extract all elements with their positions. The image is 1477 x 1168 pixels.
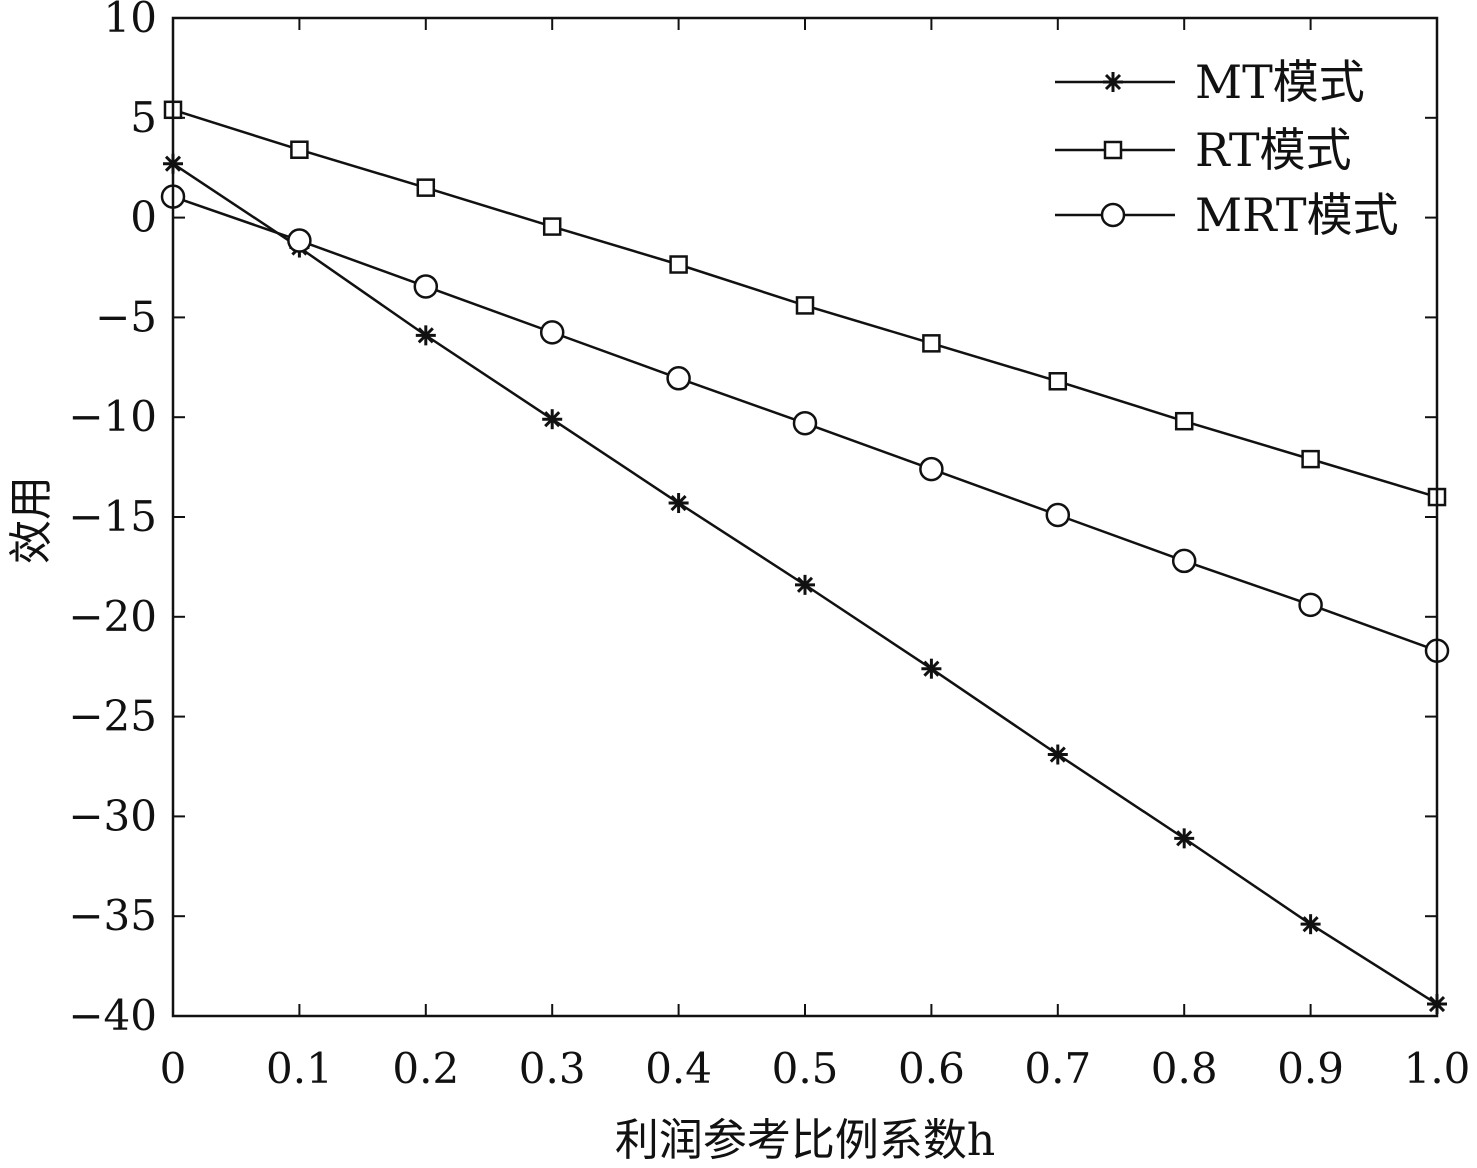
asterisk-stroke [670, 494, 687, 512]
data-point-square [542, 217, 562, 236]
asterisk-stroke [1049, 746, 1066, 763]
x-tick-label: 0.4 [645, 1044, 712, 1093]
asterisk-stroke [1302, 916, 1319, 933]
asterisk-stroke [544, 411, 561, 428]
data-point-circle [1171, 548, 1197, 574]
data-point-circle [1045, 502, 1071, 528]
y-tick-label: −40 [68, 991, 157, 1040]
data-point-asterisk [668, 493, 689, 514]
data-point-circle [919, 456, 944, 482]
legend-label: MRT模式 [1195, 188, 1399, 242]
y-tick-label: 5 [130, 93, 157, 142]
x-tick-label: 0.8 [1151, 1044, 1218, 1093]
data-point-asterisk [1300, 914, 1321, 935]
x-tick-label: 0.1 [266, 1044, 333, 1093]
data-point-circle [413, 274, 439, 299]
asterisk-stroke [1176, 830, 1193, 847]
data-point-circle [287, 228, 312, 253]
data-point-circle [539, 320, 565, 345]
asterisk-stroke [1104, 73, 1122, 91]
y-axis-label: 效用 [6, 476, 57, 564]
data-point-asterisk [1047, 744, 1068, 765]
y-tick-label: −15 [68, 492, 157, 541]
data-point-circle [666, 366, 691, 391]
data-point-square [1174, 411, 1194, 431]
data-point-square [416, 178, 436, 197]
y-tick-label: −10 [68, 392, 157, 441]
y-tick-label: 10 [104, 0, 157, 42]
y-tick-label: −5 [95, 292, 157, 341]
x-tick-label: 0.5 [772, 1044, 839, 1093]
data-point-circle [792, 410, 818, 436]
x-tick-label: 0.7 [1024, 1044, 1091, 1093]
x-axis-label: 利润参考比例系数h [615, 1115, 995, 1166]
y-tick-label: −25 [68, 692, 157, 741]
data-point-square [922, 334, 941, 353]
asterisk-stroke [417, 327, 434, 344]
y-tick-label: −35 [68, 891, 157, 940]
y-tick-label: −20 [68, 592, 157, 641]
asterisk-stroke [923, 660, 940, 677]
data-point-asterisk [795, 574, 815, 595]
data-point-asterisk [921, 658, 942, 679]
x-tick-label: 0.6 [898, 1044, 965, 1093]
legend-marker-circle [1100, 202, 1126, 228]
asterisk-stroke [796, 576, 814, 593]
data-point-circle [1298, 592, 1323, 618]
data-point-asterisk [1174, 828, 1195, 849]
y-tick-label: −30 [68, 791, 157, 840]
legend-label: MT模式 [1195, 55, 1365, 109]
legend-marker-asterisk [1103, 72, 1123, 92]
data-point-asterisk [542, 409, 563, 430]
data-point-square [1301, 449, 1320, 469]
data-point-asterisk [415, 325, 436, 346]
x-tick-label: 0 [160, 1044, 187, 1093]
x-tick-label: 0.9 [1277, 1044, 1344, 1093]
x-tick-label: 0.3 [519, 1044, 586, 1093]
y-tick-label: 0 [130, 193, 157, 242]
data-point-square [669, 255, 688, 274]
data-point-square [290, 140, 309, 159]
legend-label: RT模式 [1195, 123, 1352, 177]
legend: MT模式 RT模式 MRT模式 [1055, 55, 1399, 242]
data-point-square [1048, 372, 1068, 391]
data-point-square [795, 296, 815, 315]
x-tick-label: 0.2 [392, 1044, 459, 1093]
x-tick-label: 1.0 [1404, 1044, 1471, 1093]
legend-marker-square [1103, 140, 1123, 160]
